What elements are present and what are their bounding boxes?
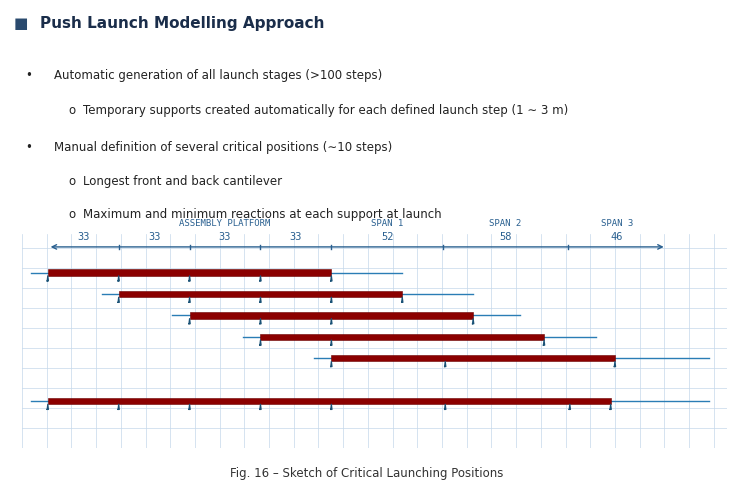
Text: 46: 46 xyxy=(611,232,623,242)
Text: o: o xyxy=(68,209,76,222)
Bar xyxy=(48,269,331,276)
Text: Longest front and back cantilever: Longest front and back cantilever xyxy=(83,175,282,188)
Text: o: o xyxy=(68,104,76,117)
Text: Fig. 16 – Sketch of Critical Launching Positions: Fig. 16 – Sketch of Critical Launching P… xyxy=(230,467,504,480)
Text: •: • xyxy=(25,69,32,82)
Bar xyxy=(189,312,473,319)
Text: Push Launch Modelling Approach: Push Launch Modelling Approach xyxy=(40,16,325,31)
Text: Manual definition of several critical positions (∼10 steps): Manual definition of several critical po… xyxy=(54,141,393,154)
Bar xyxy=(48,398,611,404)
Text: Automatic generation of all launch stages (>100 steps): Automatic generation of all launch stage… xyxy=(54,69,382,82)
Text: SPAN 2: SPAN 2 xyxy=(490,219,522,229)
Text: Temporary supports created automatically for each defined launch step (1 ∼ 3 m): Temporary supports created automatically… xyxy=(83,104,568,117)
Text: 33: 33 xyxy=(290,232,302,242)
Bar xyxy=(119,291,402,297)
Text: 58: 58 xyxy=(499,232,512,242)
Text: 33: 33 xyxy=(77,232,90,242)
Text: Maximum and minimum reactions at each support at launch: Maximum and minimum reactions at each su… xyxy=(83,209,441,222)
Text: SPAN 3: SPAN 3 xyxy=(601,219,633,229)
Text: 52: 52 xyxy=(381,232,393,242)
Text: SPAN 1: SPAN 1 xyxy=(371,219,404,229)
Text: 33: 33 xyxy=(148,232,161,242)
Text: ■: ■ xyxy=(13,16,28,31)
Bar xyxy=(331,355,615,362)
Text: o: o xyxy=(68,175,76,188)
Text: •: • xyxy=(25,141,32,154)
Bar xyxy=(261,334,544,340)
Text: ASSEMBLY PLATFORM: ASSEMBLY PLATFORM xyxy=(179,219,271,229)
Text: 33: 33 xyxy=(219,232,231,242)
